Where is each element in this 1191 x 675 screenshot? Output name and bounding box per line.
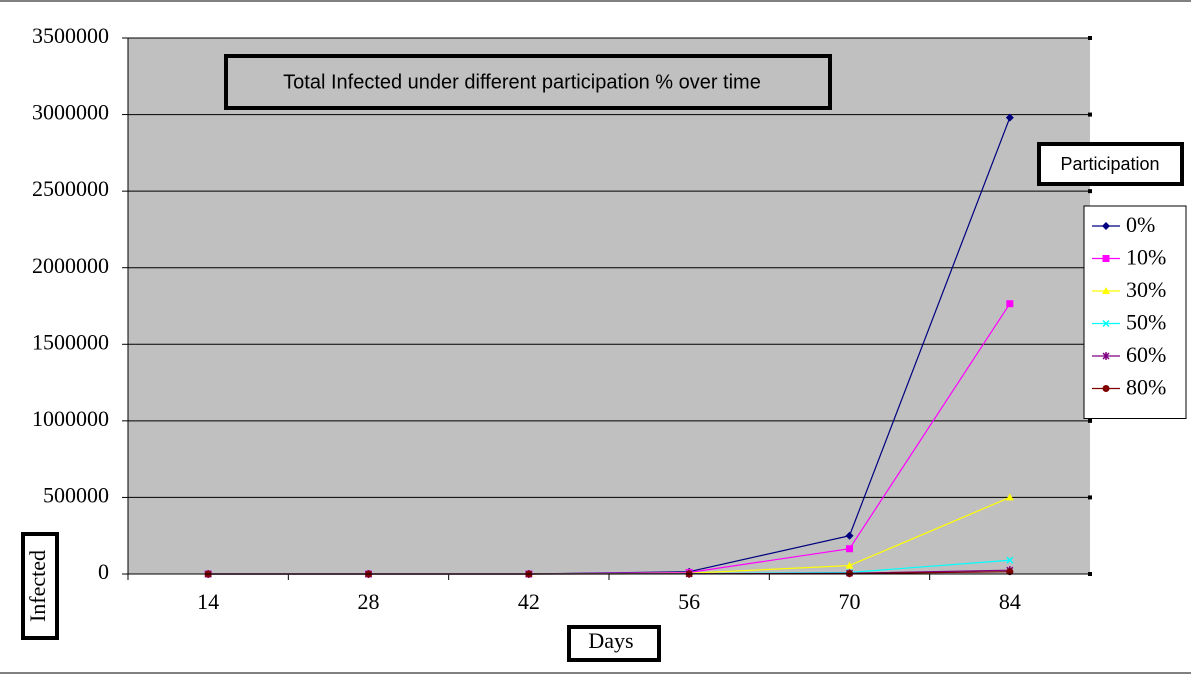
x-tick-label: 56 [678,589,700,614]
marker [1006,300,1014,308]
marker [1005,493,1014,501]
y-tick-label: 3000000 [32,100,109,125]
grid-end [1088,418,1092,423]
x-tick-label: 42 [518,589,540,614]
marker [1102,352,1110,360]
legend-label: 60% [1126,342,1166,367]
y-tick-label: 0 [98,559,109,584]
marker [1005,113,1014,122]
y-title-box [21,532,59,640]
x-tick-label: 84 [999,589,1021,614]
marker [1006,556,1014,564]
legend-label: 30% [1126,277,1166,302]
title-box [224,54,832,110]
legend-title-box [1037,142,1184,186]
legend-title: Participation [1060,154,1159,174]
marker [1102,287,1110,294]
marker [846,545,853,553]
plot-area [128,38,1090,574]
legend-label: 80% [1126,375,1166,400]
legend-label: 0% [1126,212,1155,237]
x-tick-label: 28 [358,589,380,614]
legend: 0% 10% 30% 50% 60% 80% [1083,205,1187,419]
x-axis-title: Days [588,628,633,653]
marker [1006,568,1014,576]
y-tick-label: 2000000 [32,253,109,278]
legend-label: 50% [1126,310,1166,335]
y-tick-label: 1500000 [32,329,109,354]
marker [1102,319,1110,328]
grid-end [1088,36,1092,40]
y-tick-label: 3500000 [32,23,109,48]
marker [1102,222,1110,230]
y-tick-label: 1000000 [32,406,109,431]
marker [845,561,854,569]
marker [845,531,854,540]
y-axis-title: Infected [25,550,50,622]
legend-box [1083,205,1187,419]
marker [1102,255,1110,262]
y-tick-label: 2500000 [32,176,109,201]
legend-label: 10% [1126,245,1166,270]
x-tick-label: 70 [839,589,861,614]
x-title-box [567,625,661,662]
x-tick-label: 14 [197,589,219,614]
grid-end [1088,112,1092,117]
chart-title: Total Infected under different participa… [283,71,761,93]
y-tick-label: 500000 [43,482,109,507]
grid-end [1088,189,1092,194]
marker [1102,385,1110,392]
grid-end [1088,495,1092,500]
